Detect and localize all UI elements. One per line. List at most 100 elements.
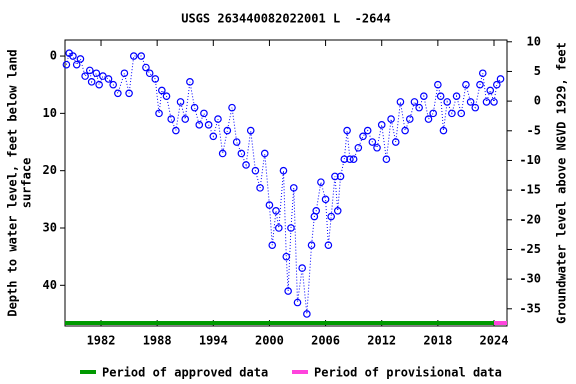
data-point xyxy=(76,55,85,63)
data-point xyxy=(228,103,236,112)
data-point xyxy=(377,121,386,129)
data-point xyxy=(274,224,283,232)
data-point xyxy=(359,132,367,141)
data-point xyxy=(223,126,232,135)
x-tick-label: 2024 xyxy=(480,334,509,348)
x-tick-label: 2000 xyxy=(255,334,284,348)
data-point xyxy=(420,92,428,100)
data-point xyxy=(476,80,484,89)
data-point xyxy=(387,115,395,123)
y2-tick-label: 10 xyxy=(527,34,541,48)
data-point xyxy=(303,310,311,318)
x-tick-label: 1982 xyxy=(87,334,116,348)
y2-tick-label: 5 xyxy=(534,64,541,78)
data-point xyxy=(321,195,330,204)
data-point xyxy=(443,98,452,106)
data-point xyxy=(284,287,292,295)
x-tick-label: 2006 xyxy=(311,334,340,348)
data-point xyxy=(72,60,81,69)
data-point xyxy=(218,149,227,158)
data-point xyxy=(260,149,269,158)
data-point xyxy=(391,138,400,146)
data-point xyxy=(401,126,409,135)
data-point xyxy=(246,126,255,135)
data-point xyxy=(190,103,199,112)
x-tick-label: 2018 xyxy=(423,334,452,348)
period-bar xyxy=(493,321,507,325)
data-point xyxy=(293,298,302,307)
x-tick-label: 1994 xyxy=(199,334,228,348)
data-point xyxy=(167,115,175,123)
legend-label: Period of approved data xyxy=(102,366,268,380)
data-point xyxy=(151,75,160,83)
data-point xyxy=(87,78,96,86)
y2-tick-label: -10 xyxy=(519,153,541,167)
data-point xyxy=(176,98,185,106)
data-point xyxy=(237,149,246,158)
data-point xyxy=(145,69,154,78)
data-point xyxy=(114,89,122,98)
data-point xyxy=(363,126,372,135)
data-point xyxy=(396,98,405,106)
data-point xyxy=(349,155,358,164)
data-point xyxy=(265,201,274,209)
data-point xyxy=(95,80,103,89)
data-point xyxy=(434,80,442,89)
data-point xyxy=(256,184,264,192)
y2-tick-label: 0 xyxy=(534,94,541,108)
data-point xyxy=(109,80,117,89)
data-point xyxy=(457,109,466,118)
data-point xyxy=(490,98,498,106)
data-point xyxy=(340,155,349,164)
data-point xyxy=(242,161,250,169)
data-point xyxy=(158,86,166,95)
data-point xyxy=(410,98,419,106)
data-point xyxy=(382,155,391,164)
y-tick-label: 10 xyxy=(43,106,57,120)
data-point xyxy=(268,241,277,249)
data-point xyxy=(125,89,133,98)
data-point xyxy=(462,80,470,89)
data-point xyxy=(452,92,461,100)
data-point xyxy=(186,78,194,86)
y2-tick-label: -30 xyxy=(519,272,541,286)
data-point xyxy=(368,138,377,146)
y2-axis-label: Groundwater level above NGVD 1929, feet xyxy=(555,42,569,324)
data-point xyxy=(92,69,101,78)
y-axis-label: surface xyxy=(20,158,34,209)
data-point xyxy=(279,166,288,175)
data-point xyxy=(327,212,335,221)
y2-tick-label: -5 xyxy=(527,123,541,137)
data-point xyxy=(466,98,475,106)
data-point xyxy=(155,109,163,118)
y-tick-label: 20 xyxy=(43,163,57,177)
y2-tick-label: -15 xyxy=(519,183,541,197)
data-point xyxy=(336,172,345,181)
data-point xyxy=(142,63,150,72)
plot-frame xyxy=(64,39,508,327)
data-point xyxy=(62,60,71,69)
y2-tick-label: -25 xyxy=(519,242,541,256)
data-point xyxy=(471,103,480,112)
data-point xyxy=(415,103,423,112)
data-point xyxy=(137,52,146,60)
data-point xyxy=(317,178,325,186)
period-bar xyxy=(65,321,494,325)
data-point xyxy=(287,224,295,232)
data-point xyxy=(200,109,208,118)
data-point xyxy=(81,72,89,80)
data-point xyxy=(104,75,113,83)
data-point xyxy=(346,155,354,164)
data-point xyxy=(209,132,218,141)
data-point xyxy=(424,115,433,123)
y-tick-label: 0 xyxy=(50,49,57,63)
data-point xyxy=(478,69,487,78)
data-point xyxy=(343,126,351,135)
data-point xyxy=(429,109,437,118)
data-point xyxy=(486,86,495,95)
data-point xyxy=(181,115,190,123)
data-point xyxy=(251,166,260,175)
data-point xyxy=(298,264,306,272)
data-point xyxy=(214,115,222,123)
legend-label: Period of provisional data xyxy=(314,366,502,380)
